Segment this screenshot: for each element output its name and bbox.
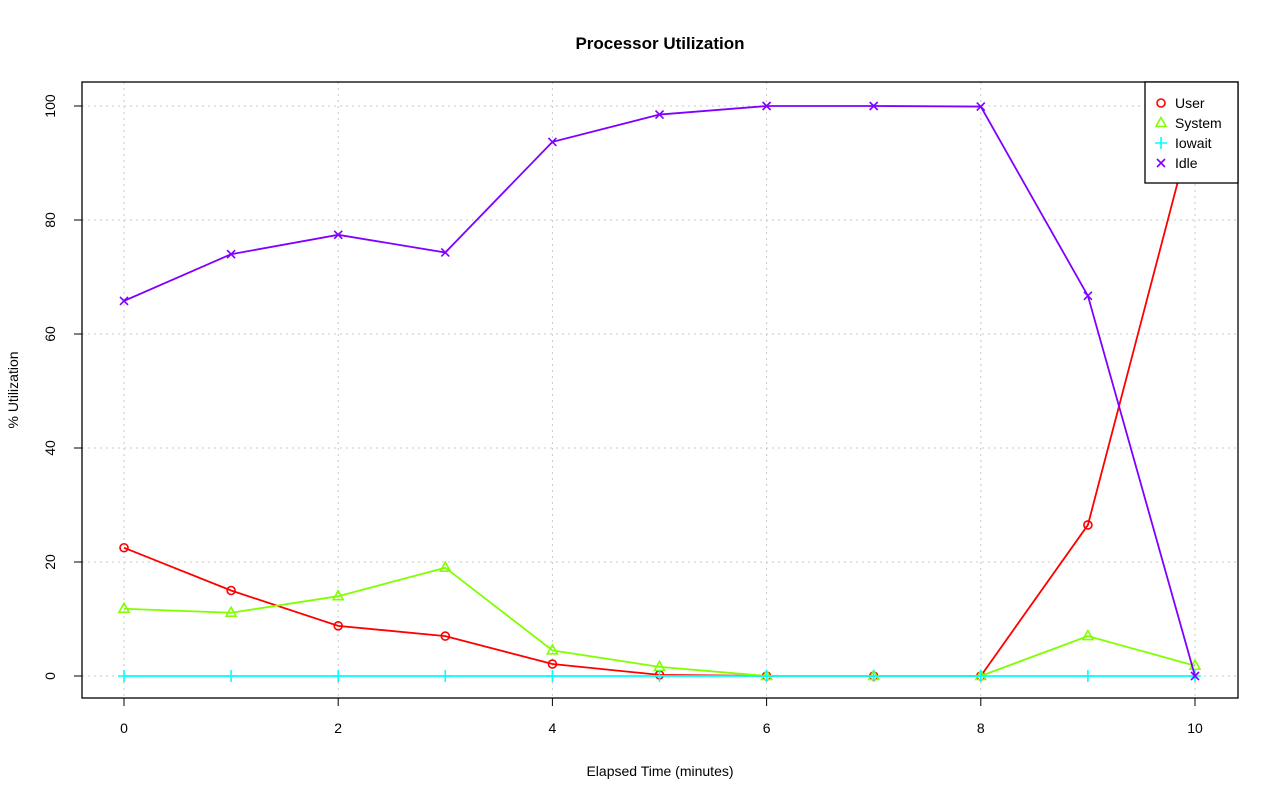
cross-marker <box>440 247 450 258</box>
y-tick-label: 0 <box>42 672 58 680</box>
triangle-marker <box>224 605 238 618</box>
y-tick-label: 40 <box>42 440 58 456</box>
plus-marker <box>867 670 880 682</box>
triangle-marker <box>331 589 345 601</box>
x-tick-label: 10 <box>1187 720 1203 736</box>
cross-marker <box>869 101 879 111</box>
plus-marker <box>118 670 130 682</box>
legend-label: Iowait <box>1175 135 1212 151</box>
legend-item-system: System <box>1154 115 1222 131</box>
x-tick-label: 8 <box>977 720 985 736</box>
circle-marker <box>226 585 236 596</box>
cross-marker <box>1083 291 1093 301</box>
series-line-system <box>123 566 1196 677</box>
cross-marker <box>333 230 343 240</box>
circle-marker <box>119 542 129 553</box>
triangle-marker <box>1154 115 1168 128</box>
circle-marker <box>1083 520 1093 530</box>
plot-frame <box>81 81 1239 699</box>
cross-marker <box>976 102 986 112</box>
plus-marker <box>225 670 238 682</box>
series-group <box>117 101 1202 682</box>
circle-marker <box>1156 98 1166 108</box>
legend: User System Iowait Idle <box>1144 81 1239 184</box>
y-tick-label: 20 <box>42 554 58 570</box>
circle-marker <box>333 621 344 631</box>
triangle-marker <box>1081 628 1095 641</box>
x-axis-label: Elapsed Time (minutes) <box>586 763 733 779</box>
plus-marker <box>974 670 987 682</box>
circle-marker <box>440 631 451 641</box>
plus-marker <box>1081 670 1094 682</box>
chart-title: Processor Utilization <box>575 34 744 53</box>
triangle-marker <box>546 643 559 655</box>
series-line-idle <box>123 105 1196 677</box>
x-tick-label: 4 <box>549 720 557 736</box>
cross-marker <box>654 109 665 120</box>
series-system <box>117 560 1202 681</box>
cross-marker <box>547 137 557 147</box>
series-iowait <box>118 670 1201 682</box>
x-tick-label: 2 <box>334 720 342 736</box>
legend-label: User <box>1175 95 1205 111</box>
x-tick-label: 0 <box>120 720 128 736</box>
series-user <box>119 111 1200 681</box>
series-idle <box>119 101 1200 681</box>
grid-lines <box>82 82 1238 698</box>
y-tick-label: 100 <box>42 94 58 118</box>
legend-item-user: User <box>1156 95 1205 111</box>
legend-label: Idle <box>1175 155 1198 171</box>
cross-marker <box>119 296 129 306</box>
y-tick-label: 80 <box>42 212 58 228</box>
circle-marker <box>547 659 558 669</box>
cross-marker <box>226 249 236 259</box>
triangle-marker <box>438 560 452 573</box>
plus-marker <box>332 670 345 682</box>
legend-item-iowait: Iowait <box>1155 135 1212 151</box>
cross-marker <box>1190 671 1200 681</box>
plus-marker <box>760 670 773 682</box>
cross-marker <box>1156 158 1166 168</box>
plus-marker <box>1155 137 1167 149</box>
cross-marker <box>762 101 772 111</box>
y-axis-label: % Utilization <box>5 351 21 428</box>
y-tick-label: 60 <box>42 326 58 342</box>
legend-label: System <box>1175 115 1222 131</box>
triangle-marker <box>117 601 131 614</box>
plus-marker <box>439 670 452 682</box>
plus-marker <box>546 670 559 682</box>
x-tick-label: 6 <box>763 720 771 736</box>
legend-item-idle: Idle <box>1156 155 1198 171</box>
plus-marker <box>653 670 666 682</box>
